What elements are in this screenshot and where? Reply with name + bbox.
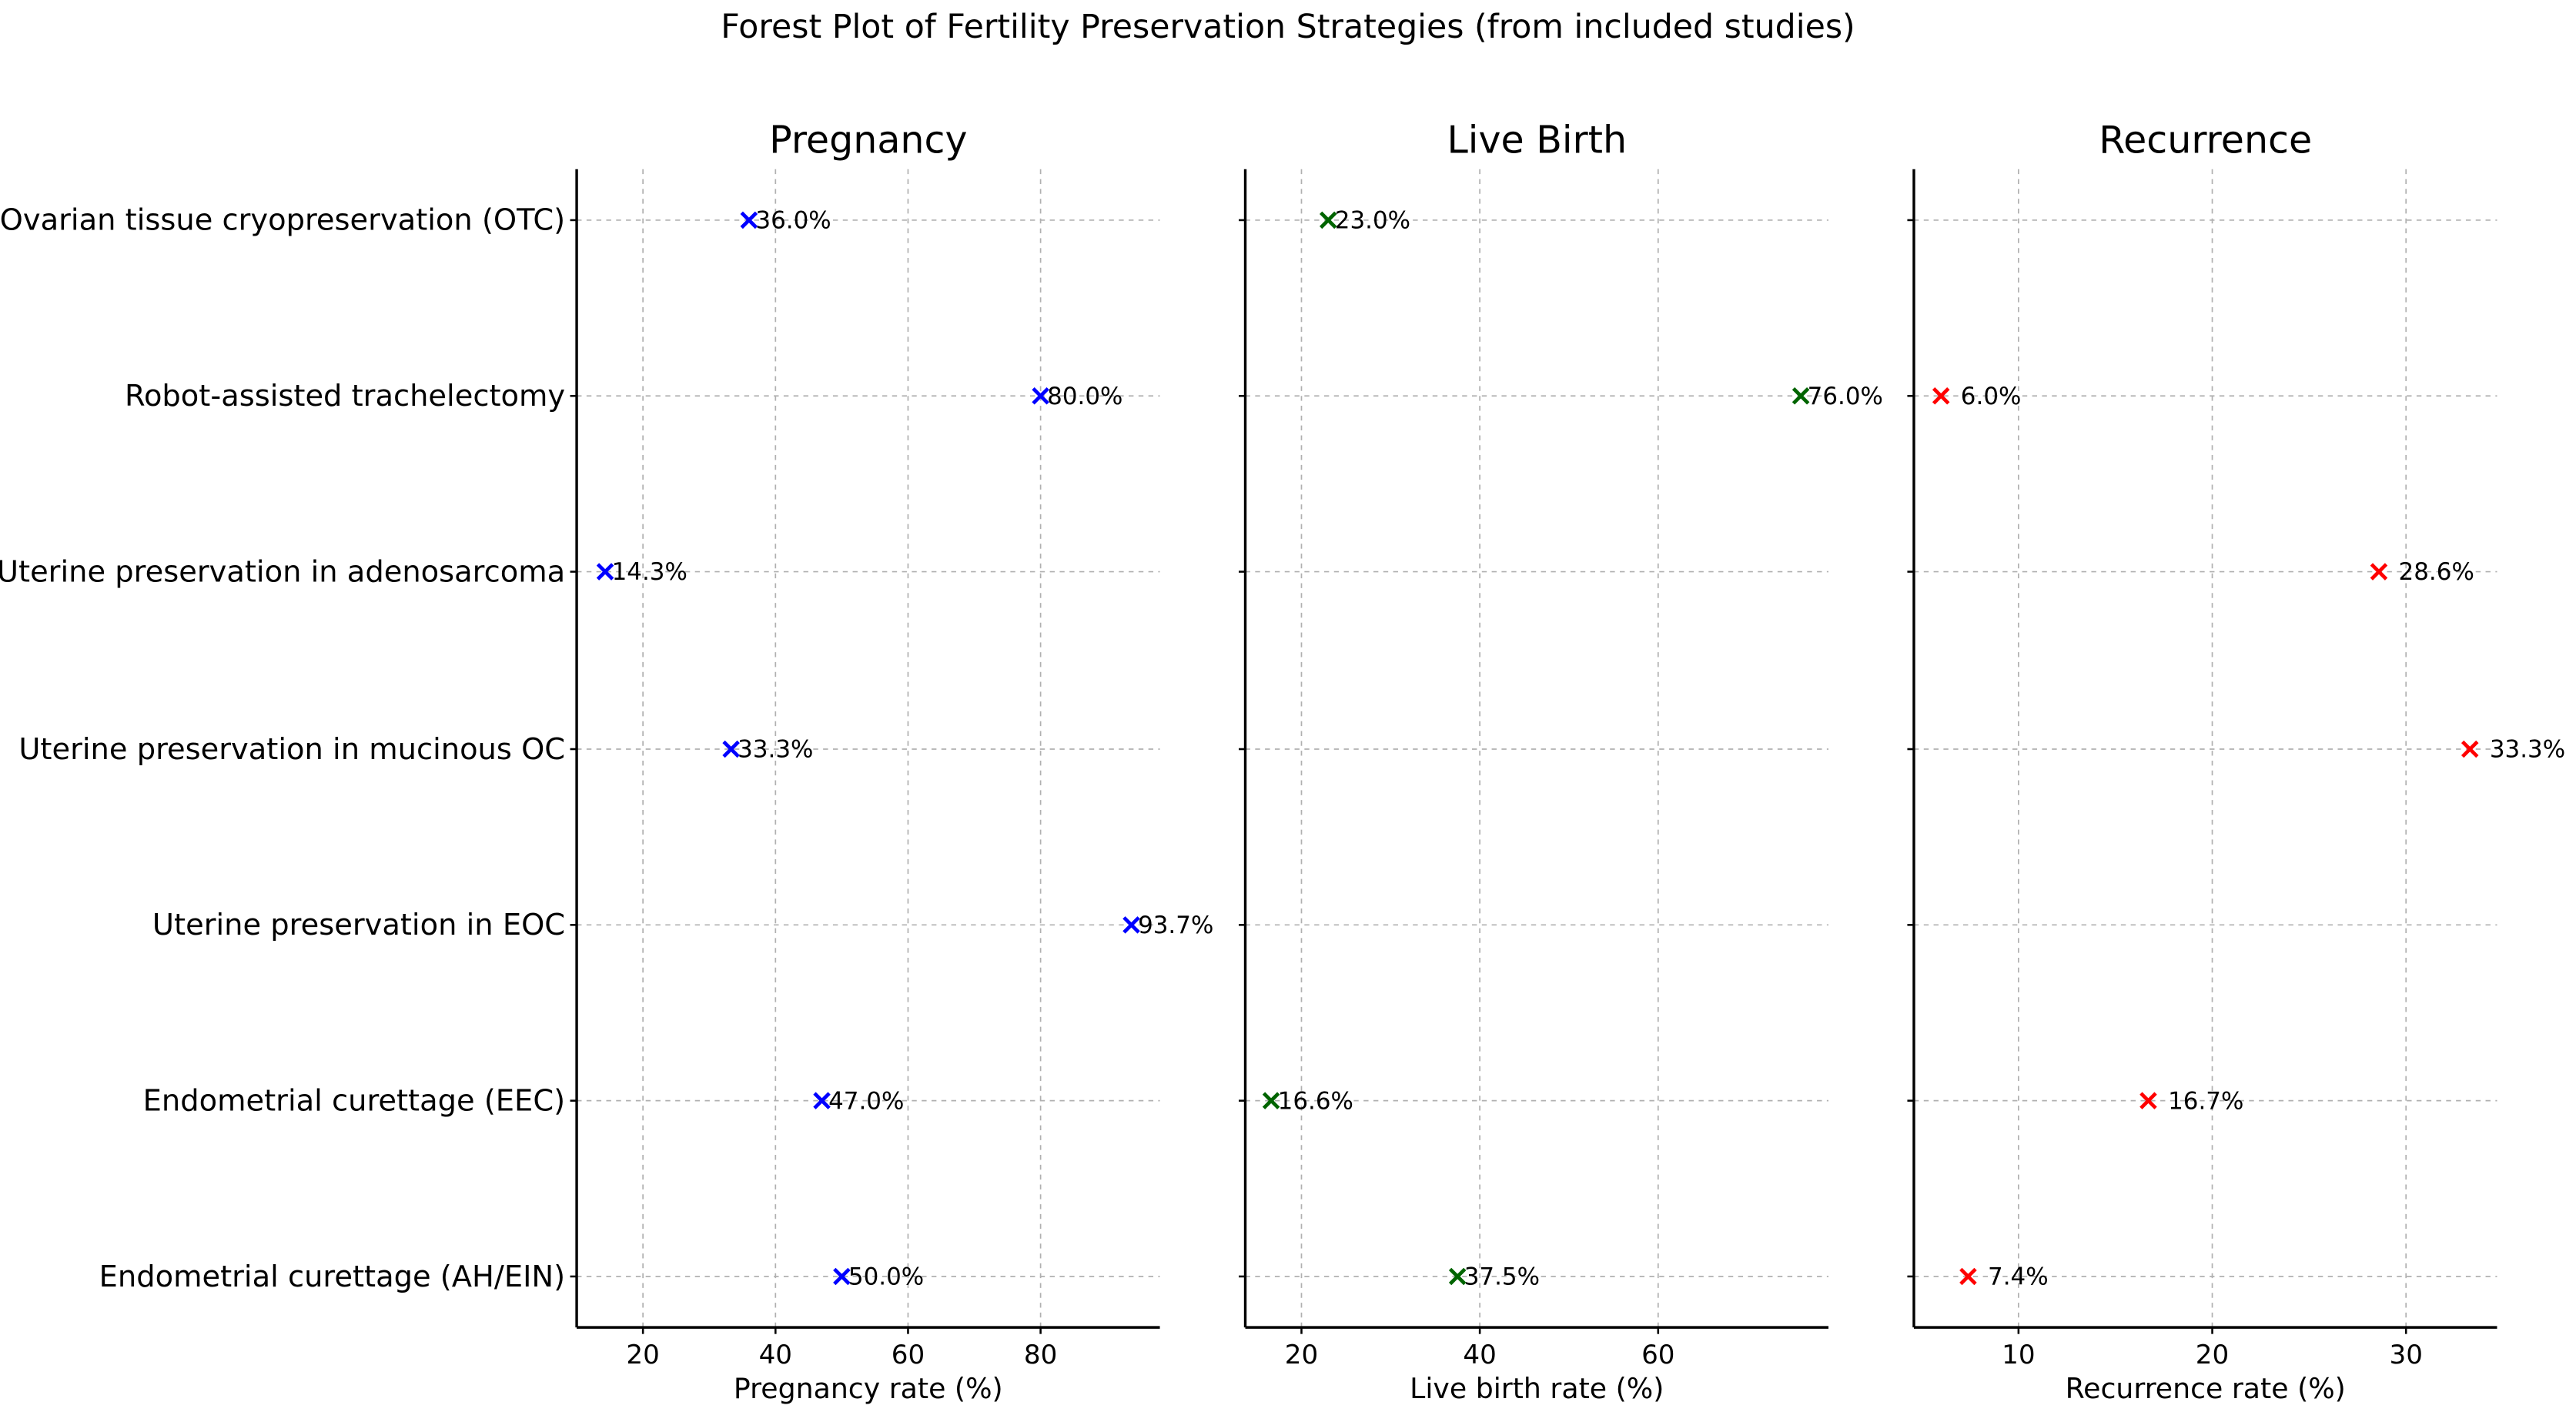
x-axis-label: Live birth rate (%)	[1410, 1372, 1664, 1405]
data-label: 50.0%	[848, 1263, 924, 1291]
x-axis-label: Pregnancy rate (%)	[734, 1372, 1003, 1405]
category-label: Uterine preservation in adenosarcoma	[0, 554, 565, 589]
x-tick-label: 60	[892, 1340, 925, 1370]
data-point-marker	[1319, 211, 1337, 229]
data-label: 93.7%	[1138, 912, 1213, 939]
x-marker-stroke	[1319, 211, 1337, 229]
category-label: Uterine preservation in mucinous OC	[18, 732, 565, 767]
data-label: 47.0%	[828, 1087, 904, 1115]
data-label: 16.7%	[2168, 1087, 2243, 1115]
data-point-marker	[1932, 386, 1950, 405]
x-marker-stroke	[596, 563, 614, 581]
x-marker-stroke	[1122, 916, 1140, 934]
x-marker-stroke	[740, 211, 758, 229]
data-point-marker	[813, 1092, 831, 1109]
x-tick-label: 20	[1285, 1340, 1318, 1370]
x-marker-stroke	[722, 740, 740, 758]
x-tick-label: 20	[626, 1340, 659, 1370]
x-tick-label: 30	[2389, 1340, 2422, 1370]
panel-title: Recurrence	[2099, 117, 2312, 162]
x-marker-stroke	[813, 1092, 831, 1109]
x-marker-stroke	[833, 1267, 851, 1286]
data-label: 80.0%	[1047, 383, 1122, 410]
data-point-marker	[1959, 1267, 1977, 1286]
data-label: 23.0%	[1335, 207, 1410, 235]
x-marker-stroke	[1932, 386, 1950, 405]
data-label: 33.3%	[2490, 736, 2565, 764]
x-tick-label: 20	[2196, 1340, 2229, 1370]
data-point-marker	[1448, 1267, 1467, 1286]
data-label: 14.3%	[612, 558, 687, 586]
data-point-marker	[740, 211, 758, 229]
x-tick-label: 60	[1641, 1340, 1674, 1370]
x-tick-label: 80	[1024, 1340, 1057, 1370]
x-marker-stroke	[1448, 1267, 1467, 1286]
data-point-marker	[2139, 1092, 2157, 1109]
x-marker-stroke	[2139, 1092, 2157, 1109]
category-label: Endometrial curettage (EEC)	[143, 1083, 565, 1118]
data-point-marker	[1262, 1092, 1280, 1109]
panel-title: Pregnancy	[769, 117, 967, 162]
panel-recurrence: 10 20 30 Recurrence Recurrence rate (%) 6.0% 2…	[1907, 117, 2565, 1405]
data-point-marker	[1032, 386, 1049, 405]
category-label: Robot-assisted trachelectomy	[125, 379, 565, 413]
data-label: 33.3%	[738, 736, 813, 764]
data-label: 36.0%	[755, 207, 831, 235]
panel-pregnancy: 20 40 60 80 Pregnancy Pregnancy rate (%) Ovari…	[0, 117, 1213, 1404]
category-label: Ovarian tissue cryopreservation (OTC)	[0, 203, 565, 238]
x-marker-stroke	[1262, 1092, 1280, 1109]
chart-title: Forest Plot of Fertility Preservation St…	[721, 8, 1855, 46]
data-label: 37.5%	[1464, 1263, 1540, 1291]
data-label: 6.0%	[1961, 383, 2022, 410]
data-label: 76.0%	[1808, 383, 1883, 410]
x-marker-stroke	[1032, 386, 1049, 405]
x-tick-label: 40	[1463, 1340, 1496, 1370]
x-marker-stroke	[2370, 563, 2388, 581]
x-marker-stroke	[1959, 1267, 1977, 1286]
data-point-marker	[722, 740, 740, 758]
data-label: 7.4%	[1988, 1263, 2049, 1291]
panel-live-birth: 20 40 60 Live Birth Live birth rate (%) 23.0%…	[1238, 117, 1883, 1405]
data-point-marker	[596, 563, 614, 581]
category-label: Uterine preservation in EOC	[152, 908, 565, 942]
x-marker-stroke	[1791, 386, 1810, 405]
x-marker-stroke	[2461, 740, 2479, 758]
data-label: 28.6%	[2399, 558, 2474, 586]
category-label: Endometrial curettage (AH/EIN)	[99, 1260, 565, 1294]
data-point-marker	[1791, 386, 1810, 405]
data-point-marker	[2461, 740, 2479, 758]
x-tick-label: 40	[759, 1340, 792, 1370]
data-point-marker	[1122, 916, 1140, 934]
x-axis-label: Recurrence rate (%)	[2066, 1372, 2346, 1405]
x-tick-label: 10	[2002, 1340, 2035, 1370]
data-label: 16.6%	[1278, 1087, 1353, 1115]
data-point-marker	[2370, 563, 2388, 581]
data-point-marker	[833, 1267, 851, 1286]
panel-title: Live Birth	[1447, 117, 1627, 162]
